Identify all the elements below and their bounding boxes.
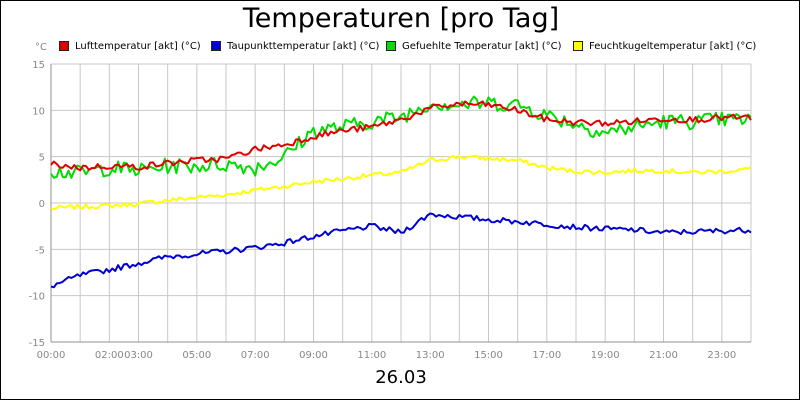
x-tick-label: 23:00 xyxy=(707,350,736,361)
x-tick-label: 00:00 xyxy=(37,350,66,361)
legend: Lufttemperatur [akt] (°C) Taupunkttemper… xyxy=(1,39,800,53)
x-tick-label: 09:00 xyxy=(299,350,328,361)
x-tick-label: 13:00 xyxy=(416,350,445,361)
series-line xyxy=(50,154,752,211)
legend-item-gefuehlte-temperatur: Gefuehlte Temperatur [akt] (°C) xyxy=(386,39,561,53)
x-tick-label: 19:00 xyxy=(591,350,620,361)
y-tick-label: 10 xyxy=(32,106,45,117)
legend-item-feuchtkugeltemperatur: Feuchtkugeltemperatur [akt] (°C) xyxy=(573,39,756,53)
y-tick-label: 5 xyxy=(39,153,45,164)
x-tick-label: 15:00 xyxy=(474,350,503,361)
series-line xyxy=(50,212,752,289)
series-line xyxy=(50,100,752,172)
legend-swatch-blue xyxy=(211,41,221,51)
y-axis-unit: °C xyxy=(35,42,47,53)
legend-swatch-green xyxy=(386,41,396,51)
series-line xyxy=(50,95,752,179)
legend-item-taupunkttemperatur: Taupunkttemperatur [akt] (°C) xyxy=(211,39,379,53)
x-tick-label: 05:00 xyxy=(182,350,211,361)
y-tick-label: -15 xyxy=(29,338,45,349)
legend-item-lufttemperatur: Lufttemperatur [akt] (°C) xyxy=(59,39,201,53)
legend-swatch-red xyxy=(59,41,69,51)
y-tick-label: 0 xyxy=(39,199,45,210)
x-tick-label: 07:00 xyxy=(241,350,270,361)
legend-label: Gefuehlte Temperatur [akt] (°C) xyxy=(402,40,562,52)
legend-swatch-yellow xyxy=(573,41,583,51)
x-tick-label: 02:00 xyxy=(95,350,124,361)
chart-title: Temperaturen [pro Tag] xyxy=(242,3,560,34)
legend-label: Feuchtkugeltemperatur [akt] (°C) xyxy=(589,40,757,52)
y-tick-label: -10 xyxy=(29,292,45,303)
x-tick-label: 03:00 xyxy=(124,350,153,361)
y-tick-label: -5 xyxy=(35,245,45,256)
x-tick-label: 21:00 xyxy=(649,350,678,361)
legend-label: Lufttemperatur [akt] (°C) xyxy=(75,40,201,52)
x-tick-label: 11:00 xyxy=(357,350,386,361)
x-axis-date-label: 26.03 xyxy=(375,367,427,388)
y-tick-label: 15 xyxy=(32,60,45,71)
legend-label: Taupunkttemperatur [akt] (°C) xyxy=(227,40,380,52)
x-tick-label: 17:00 xyxy=(532,350,561,361)
